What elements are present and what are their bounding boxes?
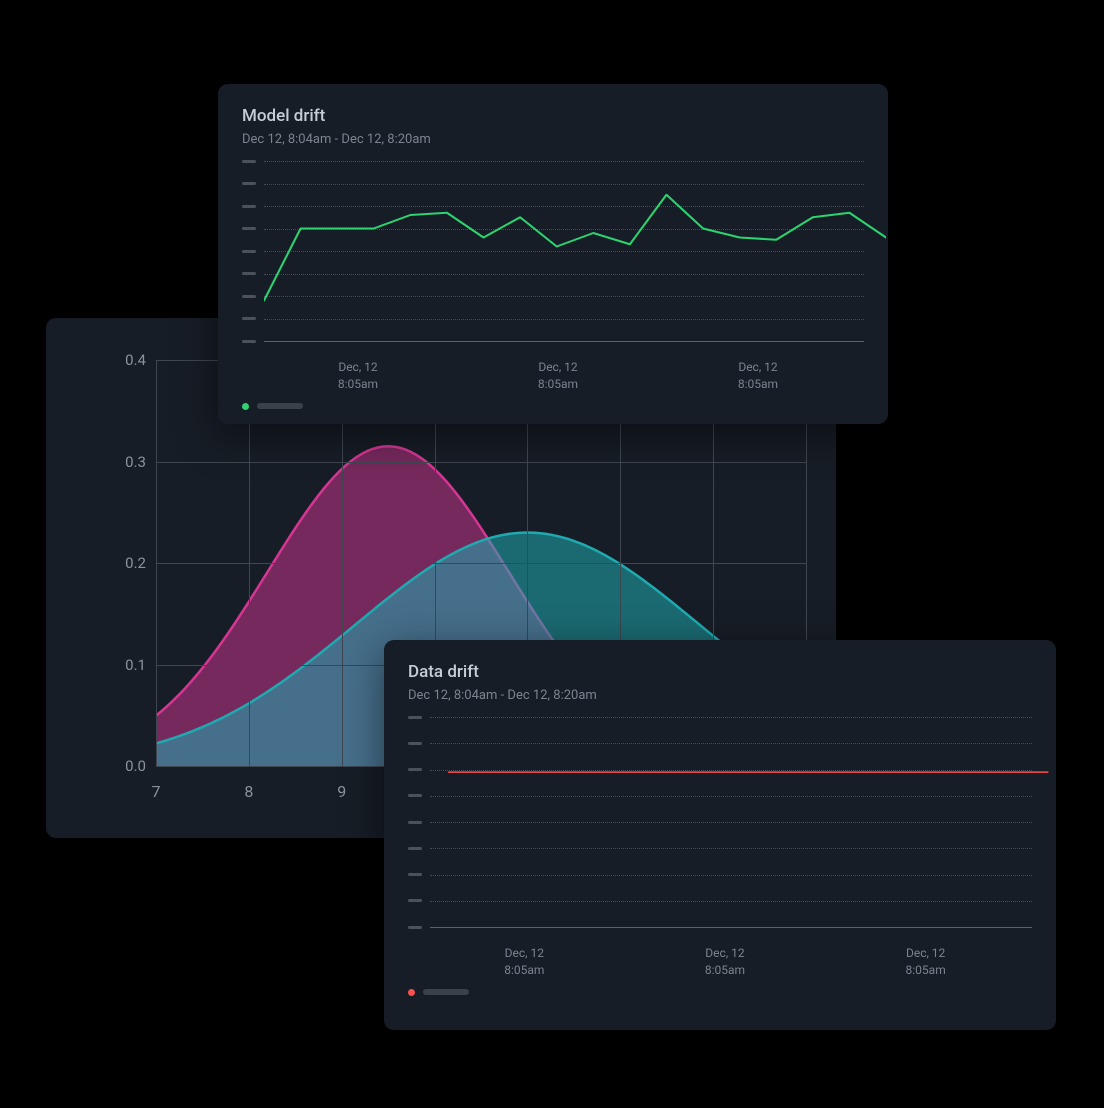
drift-line-svg	[430, 717, 1054, 927]
model-drift-legend	[218, 393, 888, 430]
model-drift-panel: Model drift Dec 12, 8:04am - Dec 12, 8:2…	[218, 84, 888, 424]
legend-bar-icon	[257, 403, 303, 409]
legend-dot-icon	[242, 403, 249, 410]
dist-y-label: 0.2	[125, 554, 146, 572]
legend-bar-icon	[423, 989, 469, 995]
model-drift-title: Model drift	[218, 84, 888, 132]
dist-y-label: 0.1	[125, 656, 146, 674]
y-tick-mark	[408, 821, 422, 824]
data-drift-title: Data drift	[384, 640, 1056, 688]
y-tick-mark	[242, 205, 256, 208]
data-drift-panel: Data drift Dec 12, 8:04am - Dec 12, 8:20…	[384, 640, 1056, 1030]
y-tick-mark	[408, 742, 422, 745]
x-axis-label: Dec, 128:05am	[338, 359, 378, 393]
data-drift-legend	[384, 979, 1056, 1016]
x-axis-label: Dec, 128:05am	[705, 945, 745, 979]
x-axis-label: Dec, 128:05am	[504, 945, 544, 979]
y-tick-mark	[242, 272, 256, 275]
dist-grid-v	[156, 360, 157, 766]
dist-x-label: 7	[152, 782, 161, 801]
x-axis-label: Dec, 128:05am	[538, 359, 578, 393]
y-tick-mark	[408, 873, 422, 876]
y-tick-mark	[242, 317, 256, 320]
drift-series-line	[264, 195, 886, 301]
dist-grid-h	[156, 462, 806, 463]
model-drift-subtitle: Dec 12, 8:04am - Dec 12, 8:20am	[218, 132, 888, 161]
dist-y-label: 0.4	[125, 351, 146, 369]
y-tick-mark	[242, 160, 256, 163]
y-tick-mark	[242, 227, 256, 230]
y-tick-mark	[408, 794, 422, 797]
data-drift-x-axis: Dec, 128:05am Dec, 128:05am Dec, 128:05am	[384, 935, 1056, 979]
y-tick-mark	[242, 182, 256, 185]
x-axis-label: Dec, 128:05am	[738, 359, 778, 393]
data-drift-subtitle: Dec 12, 8:04am - Dec 12, 8:20am	[384, 688, 1056, 717]
dist-y-label: 0.3	[125, 453, 146, 471]
y-tick-mark	[242, 295, 256, 298]
drift-line-svg	[264, 161, 886, 341]
dist-y-label: 0.0	[125, 757, 146, 775]
y-tick-mark	[408, 716, 422, 719]
y-tick-mark	[242, 250, 256, 253]
y-tick-mark	[408, 926, 422, 929]
dist-x-label: 9	[337, 782, 346, 801]
y-tick-mark	[408, 847, 422, 850]
model-drift-chart-area	[242, 161, 864, 341]
x-axis-label: Dec, 128:05am	[906, 945, 946, 979]
y-tick-mark	[408, 768, 422, 771]
dist-x-label: 8	[244, 782, 253, 801]
y-tick-mark	[242, 340, 256, 343]
dist-grid-h	[156, 563, 806, 564]
y-tick-mark	[408, 899, 422, 902]
data-drift-chart-area	[408, 717, 1032, 927]
legend-dot-icon	[408, 989, 415, 996]
model-drift-x-axis: Dec, 128:05am Dec, 128:05am Dec, 128:05am	[218, 349, 888, 393]
